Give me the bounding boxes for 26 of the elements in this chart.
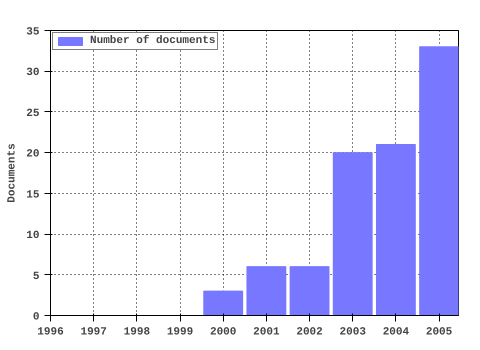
bar xyxy=(246,266,286,316)
x-tick-label: 2003 xyxy=(340,326,366,338)
y-tick-label: 35 xyxy=(26,26,40,38)
y-axis-title: Documents xyxy=(6,143,18,203)
y-tick-label: 25 xyxy=(26,108,40,120)
x-tick-label: 1999 xyxy=(166,326,194,338)
y-tick-label: 30 xyxy=(26,67,40,80)
bar xyxy=(203,290,244,316)
x-tick-label: 2005 xyxy=(426,326,453,338)
x-tick-label: 2004 xyxy=(382,326,410,338)
x-tick-label: 1996 xyxy=(37,326,64,338)
bar xyxy=(332,152,373,316)
x-tick-label: 2002 xyxy=(296,326,323,338)
x-tick-label: 1997 xyxy=(80,326,107,338)
bar xyxy=(376,144,416,316)
bar xyxy=(419,46,458,316)
y-tick-label: 0 xyxy=(32,312,40,324)
y-tick-label: 10 xyxy=(26,230,40,242)
x-tick-label: 2001 xyxy=(253,326,280,338)
y-tick-label: 5 xyxy=(32,270,40,283)
y-tick-label: 20 xyxy=(26,148,40,161)
x-tick-label: 1998 xyxy=(124,326,150,338)
bar xyxy=(290,266,330,316)
x-tick-label: 2000 xyxy=(210,326,236,338)
legend-label: Number of documents xyxy=(90,35,216,47)
y-tick-label: 15 xyxy=(26,189,40,202)
